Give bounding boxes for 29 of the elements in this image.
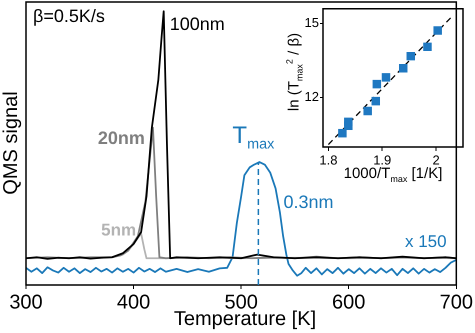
ref-line-label: T$_{max}$: [232, 122, 274, 153]
x-tick-label: 700: [440, 292, 474, 314]
annotation: β=0.5K/s: [33, 6, 105, 26]
annotation: x 150: [405, 232, 447, 251]
point: [338, 128, 347, 138]
x-tick-label: 300: [9, 292, 43, 314]
point: [433, 26, 442, 35]
series-label: 20nm: [98, 128, 145, 148]
point: [372, 96, 380, 106]
x-tick-label: 1.9: [373, 152, 392, 168]
series-label: 0.3nm: [283, 192, 334, 212]
series-label: 5nm: [101, 220, 136, 240]
x-axis-title: Temperature [K]: [174, 308, 316, 330]
point: [382, 73, 390, 82]
x-tick-label: 600: [332, 292, 366, 314]
y-tick-label: 15: [304, 15, 319, 30]
x-tick-label: 2: [432, 152, 440, 168]
point: [363, 106, 372, 116]
y-tick-label: 12: [304, 89, 319, 104]
point: [344, 118, 353, 126]
series-label: 100nm: [170, 14, 225, 34]
y-axis-title: QMS signal: [0, 91, 22, 195]
x-axis-title: 1000/T$_{max}$ [1/K]: [344, 165, 442, 184]
x-tick-label: 400: [116, 292, 150, 314]
point: [372, 80, 382, 88]
point: [406, 52, 416, 60]
x-tick-label: 1.8: [319, 152, 338, 168]
point: [423, 42, 432, 52]
point: [398, 64, 408, 73]
